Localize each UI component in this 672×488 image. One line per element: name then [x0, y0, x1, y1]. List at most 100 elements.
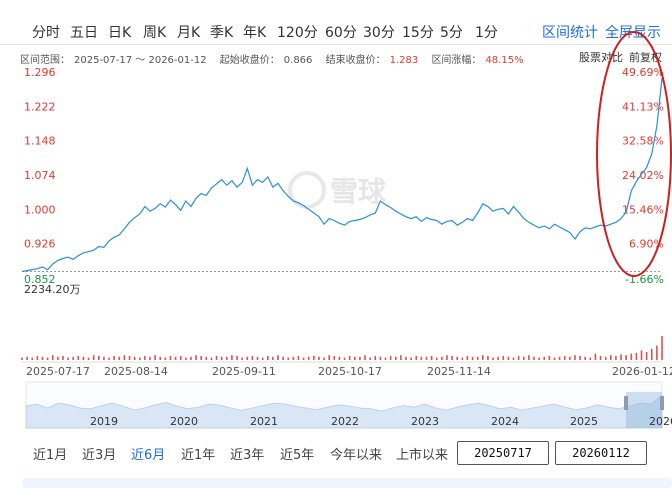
volume-bar-96	[512, 357, 515, 360]
volume-bar-1	[26, 356, 28, 360]
volume-bar-28	[164, 357, 167, 360]
volume-bar-101	[538, 357, 540, 360]
volume-bar-102	[543, 356, 546, 360]
start-value: 0.866	[283, 55, 313, 66]
period-tab-11[interactable]: 5分	[440, 25, 463, 41]
volume-bar-33	[190, 356, 192, 360]
volume-bar-55	[302, 357, 305, 360]
volume-bar-47	[261, 357, 264, 360]
volume-bar-42	[236, 356, 238, 360]
y-tick-right-1: 41.13%	[622, 100, 664, 113]
period-tab-4[interactable]: 月K	[177, 25, 201, 41]
volume-bar-112	[594, 353, 597, 360]
x-tick-4: 2025-11-14	[427, 365, 491, 378]
change-value: 48.15%	[485, 55, 524, 66]
volume-bar-58	[318, 356, 320, 360]
range-button-1[interactable]: 近3月	[82, 448, 117, 463]
y-tick-left-0: 1.296	[24, 66, 56, 79]
range-button-5[interactable]: 近5年	[280, 448, 315, 463]
range-button-2[interactable]: 近6月	[131, 448, 166, 463]
volume-bar-64	[348, 356, 351, 360]
period-tab-3[interactable]: 周K	[143, 25, 167, 41]
volume-bar-92	[492, 357, 494, 360]
volume-bar-18	[113, 356, 115, 360]
volume-bar-104	[553, 357, 556, 360]
range-button-6[interactable]: 今年以来	[330, 448, 383, 463]
date-from-input[interactable]: 20250717	[457, 441, 549, 465]
volume-bar-63	[343, 357, 346, 360]
volume-bar-76	[410, 357, 412, 360]
period-tab-6[interactable]: 年K	[243, 25, 267, 41]
volume-bar-91	[487, 356, 489, 360]
period-tab-8[interactable]: 60分	[325, 25, 357, 41]
volume-bar-43	[241, 357, 243, 360]
volume-bar-19	[118, 356, 121, 360]
y-tick-left-5: 0.926	[24, 238, 56, 251]
volume-bar-108	[574, 355, 576, 360]
volume-bar-80	[430, 356, 433, 360]
volume-bar-117	[620, 354, 622, 360]
y-tick-right-4: 15.46%	[622, 203, 664, 216]
volume-bar-2	[31, 357, 34, 360]
adjust-button[interactable]: 前复权	[629, 51, 662, 64]
period-tab-9[interactable]: 30分	[363, 25, 395, 41]
range-button-0[interactable]: 近1月	[33, 448, 68, 463]
y-tick-left-4: 1.000	[24, 203, 56, 216]
volume-bar-62	[338, 356, 341, 360]
range-button-7[interactable]: 上市以来	[396, 448, 449, 463]
volume-bar-16	[103, 356, 105, 360]
period-tab-7[interactable]: 120分	[277, 25, 318, 41]
x-tick-5: 2026-01-12	[612, 365, 672, 378]
volume-bar-11	[77, 356, 80, 360]
volume-bar-116	[615, 356, 617, 360]
y-tick-left-3: 1.074	[24, 169, 56, 182]
x-tick-0: 2025-07-17	[26, 365, 90, 378]
volume-bar-5	[46, 357, 49, 360]
period-tab-12[interactable]: 1分	[475, 25, 498, 41]
volume-bar-30	[174, 356, 177, 360]
range-info: 区间范围： 2025-07-17 ～ 2026-01-12 起始收盘价： 0.866…	[20, 51, 528, 66]
volume-bar-53	[292, 356, 295, 360]
y-tick-left-2: 1.148	[24, 135, 56, 148]
volume-bar-73	[394, 356, 397, 360]
y-tick-right-5: 6.90%	[629, 238, 664, 251]
volume-bar-31	[179, 356, 182, 360]
volume-bar-81	[435, 357, 438, 360]
volume-bar-35	[200, 356, 202, 360]
volume-bar-4	[41, 356, 44, 360]
period-tab-1[interactable]: 五日	[70, 25, 98, 41]
volume-bar-120	[635, 352, 638, 360]
volume-bar-56	[307, 356, 310, 360]
period-tab-2[interactable]: 日K	[108, 25, 132, 41]
period-tab-10[interactable]: 15分	[402, 25, 434, 41]
navigator-selection	[626, 392, 662, 428]
volume-bar-72	[389, 356, 392, 360]
range-button-3[interactable]: 近1年	[181, 448, 216, 463]
volume-bar-25	[149, 356, 151, 360]
x-tick-2: 2025-09-11	[212, 365, 276, 378]
volume-bar-50	[277, 355, 279, 360]
navigator-handle-right	[660, 396, 664, 410]
volume-bar-52	[287, 357, 290, 360]
y-tick-right-0: 49.69%	[622, 66, 664, 79]
period-tab-0[interactable]: 分时	[32, 25, 60, 41]
volume-bar-75	[405, 356, 407, 360]
volume-bar-94	[502, 356, 505, 360]
navigator-year-4: 2023	[411, 415, 439, 428]
range-value: 2025-07-17 ～ 2026-01-12	[74, 55, 207, 66]
period-tab-5[interactable]: 季K	[210, 25, 234, 41]
volume-bar-44	[246, 356, 249, 360]
volume-bar-51	[282, 356, 284, 360]
volume-bar-85	[456, 356, 458, 360]
date-to-input[interactable]: 20260112	[555, 441, 647, 465]
volume-bar-9	[67, 357, 69, 360]
range-button-4[interactable]: 近3年	[230, 448, 265, 463]
interval-stats-link[interactable]: 区间统计	[542, 25, 598, 41]
volume-bar-3	[36, 356, 39, 360]
volume-bar-13	[87, 357, 90, 360]
start-label: 起始收盘价：	[219, 55, 280, 66]
volume-bar-115	[610, 355, 612, 360]
volume-label: 2234.20万	[24, 283, 81, 296]
volume-bar-109	[579, 356, 581, 360]
volume-bar-40	[226, 356, 228, 360]
